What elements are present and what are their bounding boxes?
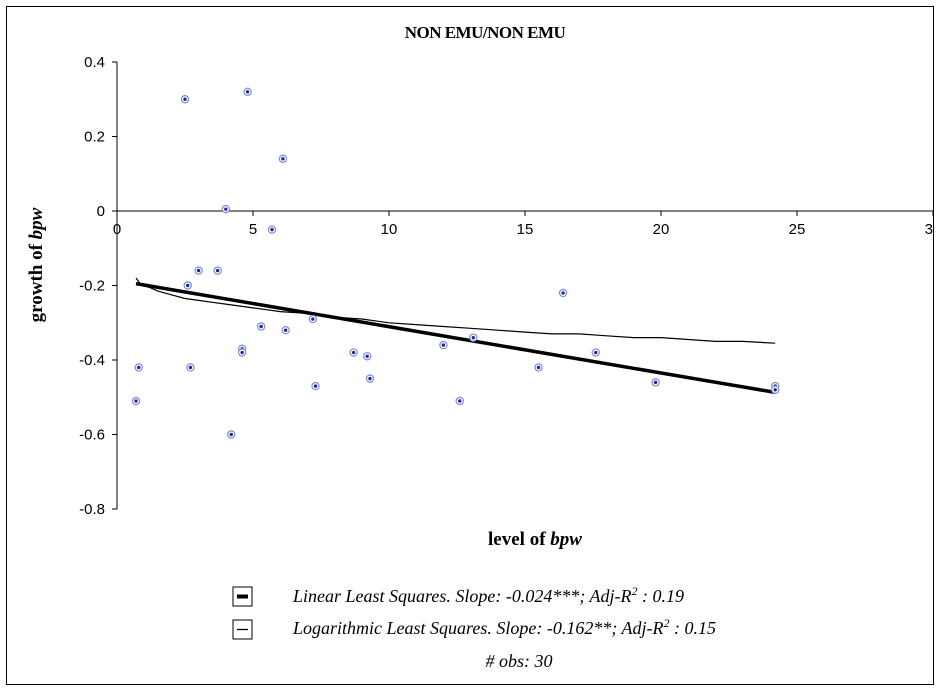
- log-fit-line: [135, 277, 776, 344]
- y-tick-label: -0.6: [79, 427, 105, 444]
- data-point: [651, 378, 660, 387]
- data-point: [237, 348, 247, 357]
- data-point-dot: [441, 343, 446, 347]
- y-tick-label: -0.4: [79, 352, 105, 369]
- obs-count-note: # obs: 30: [486, 651, 553, 671]
- x-tick-label: 25: [789, 221, 806, 238]
- data-point-dot: [594, 350, 598, 355]
- data-point-dot: [229, 432, 233, 437]
- x-tick-label: 15: [517, 221, 534, 238]
- y-tick-label: 0: [97, 203, 105, 220]
- data-point: [131, 396, 141, 406]
- data-point-dot: [281, 157, 285, 161]
- data-point: [311, 381, 320, 391]
- legend-label-log: Logarithmic Least Squares. Slope: -0.162…: [292, 616, 716, 638]
- y-axis-title: growth of bpw: [26, 207, 47, 322]
- fit-lines: [135, 277, 776, 395]
- data-point-dot: [186, 283, 190, 288]
- data-point: [349, 348, 358, 357]
- y-tick-label: -0.8: [79, 501, 105, 518]
- data-point-dot: [196, 268, 201, 273]
- data-point-dot: [653, 380, 658, 385]
- data-point-dot: [471, 335, 476, 340]
- legend: Linear Least Squares. Slope: -0.024***; …: [232, 584, 716, 671]
- y-tick-label: -0.2: [79, 278, 105, 295]
- x-tick-label: 5: [249, 221, 257, 238]
- data-point: [558, 288, 568, 298]
- chart-frame: NON EMU/NON EMU 0.4 0.2 0 -0.2 -0.4 -0.6 -0.8 0…: [6, 6, 940, 685]
- data-point-dot: [259, 324, 263, 329]
- legend-item-log: Logarithmic Least Squares. Slope: -0.162…: [232, 616, 716, 640]
- data-point-dot: [536, 365, 541, 370]
- x-tick-label: 20: [653, 221, 670, 238]
- data-point-dot: [368, 376, 372, 381]
- linear-fit-line: [135, 281, 776, 395]
- data-point: [186, 363, 195, 372]
- chart-title: NON EMU/NON EMU: [405, 23, 566, 42]
- data-point-dot: [365, 354, 369, 358]
- data-point: [267, 225, 277, 234]
- data-point: [194, 266, 203, 275]
- data-point: [455, 396, 464, 406]
- data-points: [131, 87, 780, 439]
- data-point: [213, 266, 222, 275]
- data-point: [534, 363, 543, 372]
- y-tick-label: 0.4: [84, 54, 105, 71]
- legend-item-linear: Linear Least Squares. Slope: -0.024***; …: [232, 584, 684, 607]
- data-point: [221, 204, 230, 214]
- data-point-dot: [311, 317, 315, 321]
- data-point: [134, 363, 143, 372]
- data-point-dot: [134, 399, 138, 403]
- data-point-dot: [137, 365, 141, 370]
- x-tick-label: 10: [381, 221, 398, 238]
- x-axis-title: level of bpw: [488, 529, 582, 550]
- data-point-dot: [313, 384, 318, 388]
- data-point: [771, 385, 780, 394]
- data-point-dot: [245, 90, 250, 94]
- data-point-dot: [283, 328, 288, 332]
- data-point: [365, 374, 375, 383]
- data-point: [227, 430, 236, 439]
- data-point-dot: [458, 399, 462, 403]
- data-point-dot: [224, 207, 228, 211]
- data-point: [243, 87, 252, 97]
- data-point-dot: [215, 268, 220, 273]
- data-point: [278, 154, 288, 164]
- data-point-dot: [773, 388, 777, 392]
- data-point-dot: [561, 291, 565, 295]
- data-point: [469, 333, 478, 342]
- data-point: [591, 348, 600, 357]
- legend-label-linear: Linear Least Squares. Slope: -0.024***; …: [292, 584, 684, 606]
- data-point-dot: [351, 350, 356, 355]
- data-point: [183, 281, 192, 290]
- tick-labels: 0.4 0.2 0 -0.2 -0.4 -0.6 -0.8 0 5 10 15 20 25 30: [79, 54, 940, 518]
- data-point: [439, 340, 448, 350]
- data-point-dot: [183, 97, 187, 101]
- data-point-dot: [240, 350, 244, 355]
- axes: [112, 61, 934, 510]
- scatter-chart: NON EMU/NON EMU 0.40.20-0.2-0.4-0.6-0.80…: [26, 23, 940, 671]
- data-point: [308, 314, 318, 324]
- y-tick-label: 0.2: [84, 129, 105, 146]
- data-point: [256, 322, 266, 331]
- data-point: [281, 326, 290, 335]
- data-point: [180, 95, 190, 104]
- x-tick-label: 0: [113, 221, 121, 238]
- data-point-dot: [188, 365, 193, 370]
- x-tick-label: 30: [925, 221, 933, 238]
- data-point-dot: [270, 227, 274, 232]
- data-point: [363, 352, 372, 361]
